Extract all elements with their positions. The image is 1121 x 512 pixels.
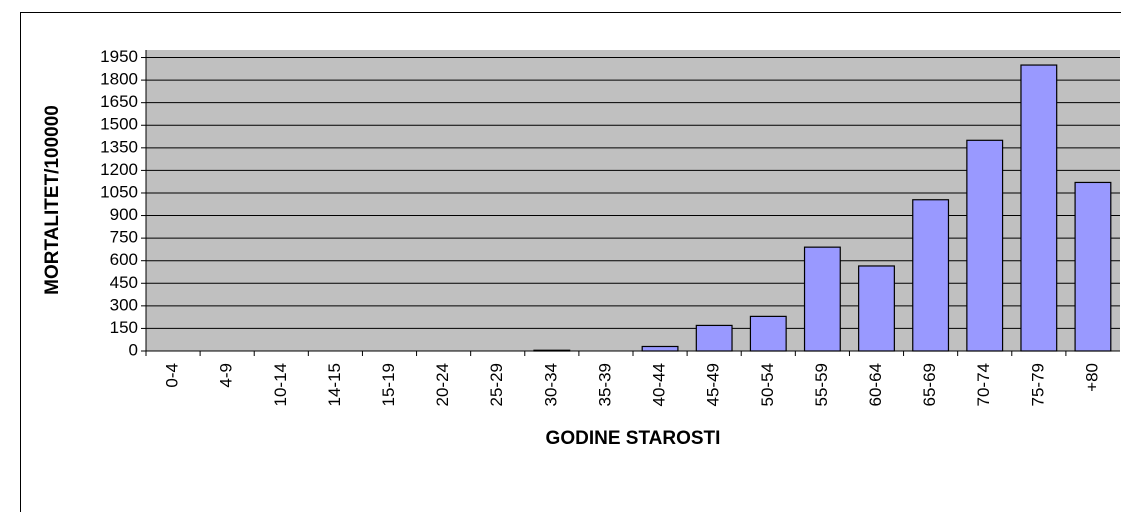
y-tick-label: 900 bbox=[110, 205, 138, 224]
x-tick-label: 50-54 bbox=[758, 363, 777, 406]
y-tick-label: 1500 bbox=[100, 115, 138, 134]
bar bbox=[858, 265, 895, 352]
x-tick-label: 15-19 bbox=[379, 363, 398, 406]
x-axis-title: GODINE STAROSTI bbox=[546, 428, 721, 449]
x-tick-label: 55-59 bbox=[812, 363, 831, 406]
x-tick-label: 45-49 bbox=[704, 363, 723, 406]
bar bbox=[1020, 64, 1058, 352]
y-tick-label: 1200 bbox=[100, 160, 138, 179]
x-tick-label: 20-24 bbox=[433, 363, 452, 406]
x-tick-label: 60-64 bbox=[866, 363, 885, 406]
y-tick-label: 0 bbox=[129, 340, 138, 359]
bar bbox=[1074, 181, 1112, 352]
x-tick-label: 75-79 bbox=[1028, 363, 1047, 406]
y-tick-label: 1350 bbox=[100, 137, 138, 156]
y-tick-label: 1050 bbox=[100, 182, 138, 201]
y-tick-label: 150 bbox=[110, 318, 138, 337]
chart-border bbox=[20, 12, 1121, 512]
bar bbox=[749, 315, 787, 352]
x-tick-label: 25-29 bbox=[487, 363, 506, 406]
x-tick-label: 0-4 bbox=[163, 363, 182, 388]
y-tick-label: 1650 bbox=[100, 92, 138, 111]
y-tick-label: 1950 bbox=[100, 47, 138, 66]
x-tick-label: 70-74 bbox=[974, 363, 993, 406]
y-tick-label: 300 bbox=[110, 295, 138, 314]
bar bbox=[912, 199, 950, 352]
y-tick-label: 600 bbox=[110, 250, 138, 269]
x-tick-label: 65-69 bbox=[920, 363, 939, 406]
x-tick-label: 4-9 bbox=[217, 363, 236, 388]
bar bbox=[803, 246, 841, 352]
bar bbox=[641, 345, 679, 352]
x-tick-label: 35-39 bbox=[595, 363, 614, 406]
plot-area bbox=[146, 50, 1120, 351]
bar bbox=[966, 139, 1004, 352]
bar bbox=[695, 324, 733, 352]
x-tick-label: 10-14 bbox=[271, 363, 290, 406]
x-tick-label: +80 bbox=[1082, 363, 1101, 392]
x-tick-label: 14-15 bbox=[325, 363, 344, 406]
y-axis-title: MORTALITET/100000 bbox=[42, 105, 63, 295]
y-tick-label: 1800 bbox=[100, 70, 138, 89]
bar bbox=[533, 349, 571, 352]
y-tick-label: 450 bbox=[110, 273, 138, 292]
x-tick-label: 40-44 bbox=[650, 363, 669, 406]
y-tick-label: 750 bbox=[110, 228, 138, 247]
x-tick-label: 30-34 bbox=[541, 363, 560, 406]
